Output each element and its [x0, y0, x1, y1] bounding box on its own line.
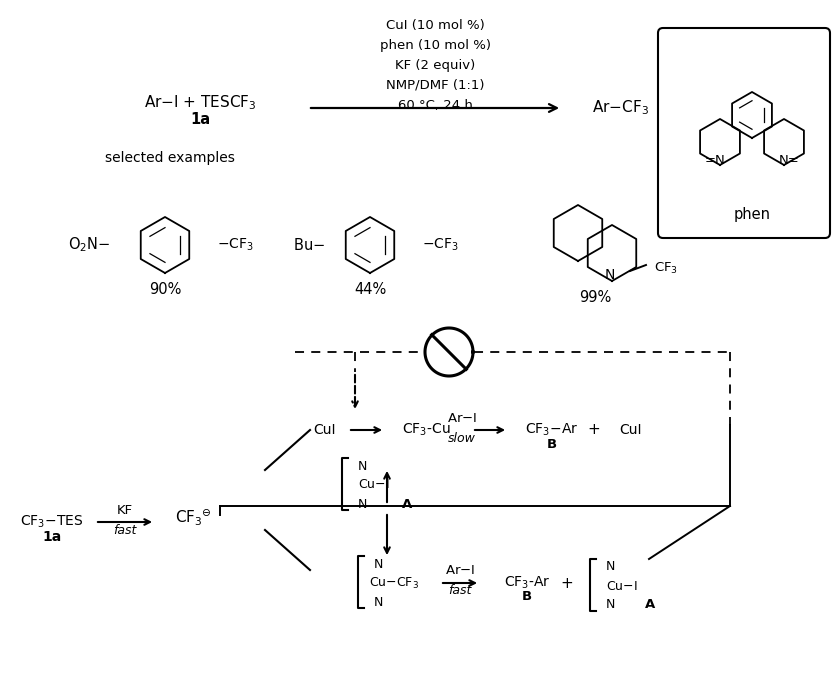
Text: 90%: 90%	[149, 282, 181, 298]
Text: Bu$-$: Bu$-$	[293, 237, 325, 253]
Text: Cu$-$I: Cu$-$I	[606, 579, 638, 592]
Text: selected examples: selected examples	[105, 151, 235, 165]
Text: phen: phen	[733, 208, 770, 223]
Text: Cu$-$I: Cu$-$I	[358, 478, 390, 491]
Text: B: B	[522, 590, 532, 603]
Text: CF$_3$-Cu: CF$_3$-Cu	[402, 422, 450, 438]
Text: CF$_3$$^{\ominus}$: CF$_3$$^{\ominus}$	[175, 507, 212, 527]
Text: O$_2$N$-$: O$_2$N$-$	[68, 236, 110, 255]
Text: Ar$-$I: Ar$-$I	[445, 565, 475, 578]
Text: A: A	[645, 599, 655, 612]
Text: Ar$-$I: Ar$-$I	[447, 412, 477, 424]
Text: +: +	[588, 423, 601, 437]
Text: Ar$-$CF$_3$: Ar$-$CF$_3$	[591, 99, 648, 118]
Text: CF$_3$: CF$_3$	[654, 260, 678, 275]
FancyBboxPatch shape	[658, 28, 830, 238]
Text: 1a: 1a	[42, 530, 61, 544]
Text: =N: =N	[705, 154, 726, 167]
Text: CF$_3$-Ar: CF$_3$-Ar	[504, 575, 550, 591]
Text: 44%: 44%	[354, 282, 386, 298]
Text: +: +	[560, 576, 574, 590]
Text: N: N	[373, 596, 383, 608]
Text: N: N	[373, 558, 383, 570]
Text: N: N	[357, 459, 367, 473]
Text: CF$_3$$-$Ar: CF$_3$$-$Ar	[525, 422, 579, 438]
Text: fast: fast	[113, 524, 137, 536]
Text: 99%: 99%	[579, 291, 612, 305]
Text: N: N	[605, 268, 615, 282]
Text: B: B	[547, 439, 557, 451]
Text: N: N	[606, 561, 615, 574]
Text: KF: KF	[117, 504, 133, 516]
Text: A: A	[402, 498, 412, 511]
Text: $-$CF$_3$: $-$CF$_3$	[422, 237, 459, 253]
Text: CF$_3$$-$TES: CF$_3$$-$TES	[20, 513, 84, 530]
Text: CuI: CuI	[314, 423, 336, 437]
Text: N: N	[606, 599, 615, 612]
Text: CuI (10 mol %)
phen (10 mol %)
KF (2 equiv)
NMP/DMF (1:1)
60 °C, 24 h: CuI (10 mol %) phen (10 mol %) KF (2 equ…	[380, 19, 491, 111]
Text: N: N	[357, 498, 367, 511]
Text: $-$CF$_3$: $-$CF$_3$	[217, 237, 254, 253]
Text: CuI: CuI	[619, 423, 641, 437]
Text: Cu$-$CF$_3$: Cu$-$CF$_3$	[369, 576, 419, 590]
Text: 1a: 1a	[190, 111, 210, 127]
Text: slow: slow	[448, 432, 476, 444]
Text: N=: N=	[779, 154, 800, 167]
Text: fast: fast	[449, 585, 472, 597]
Text: Ar$-$I + TESCF$_3$: Ar$-$I + TESCF$_3$	[144, 93, 256, 112]
